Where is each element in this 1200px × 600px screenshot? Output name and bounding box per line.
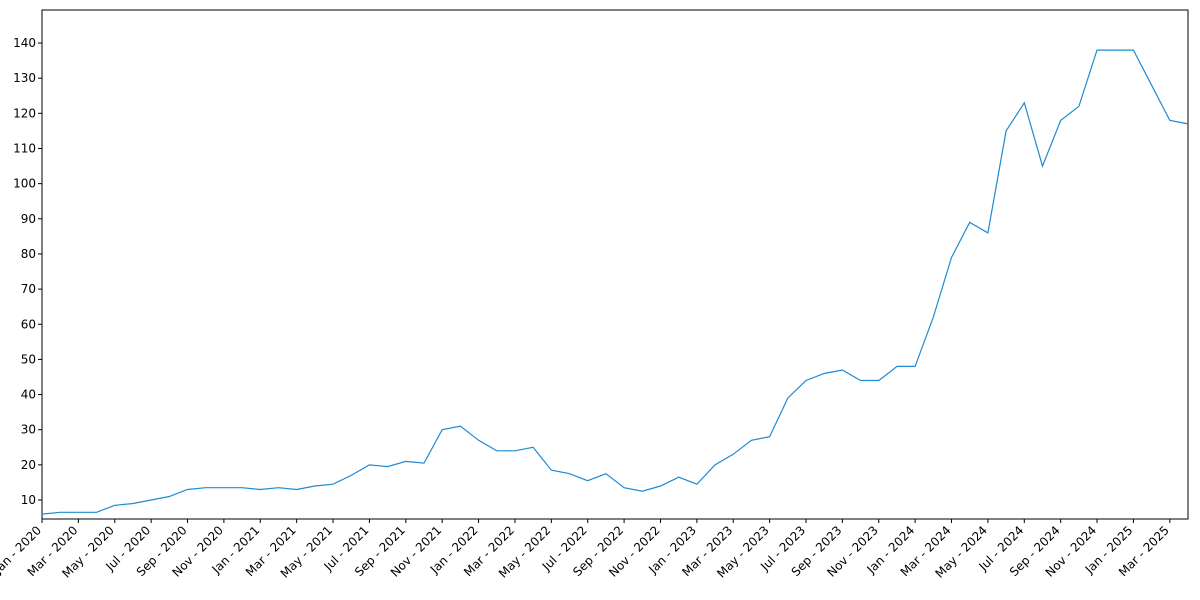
plot-frame <box>41 9 1189 520</box>
y-tick-label: 140 <box>13 36 36 50</box>
y-tick-label: 30 <box>21 423 36 437</box>
y-tick-label: 20 <box>21 458 36 472</box>
y-tick-label: 60 <box>21 317 36 331</box>
y-tick-label: 80 <box>21 247 36 261</box>
y-tick-label: 10 <box>21 493 36 507</box>
y-tick-label: 100 <box>13 177 36 191</box>
y-tick-label: 110 <box>13 141 36 155</box>
y-tick-label: 50 <box>21 352 36 366</box>
price-line <box>41 49 1189 515</box>
y-tick-label: 70 <box>21 282 36 296</box>
y-tick-label: 90 <box>21 212 36 226</box>
y-tick-label: 40 <box>21 388 36 402</box>
y-tick-label: 130 <box>13 71 36 85</box>
y-tick-label: 120 <box>13 106 36 120</box>
